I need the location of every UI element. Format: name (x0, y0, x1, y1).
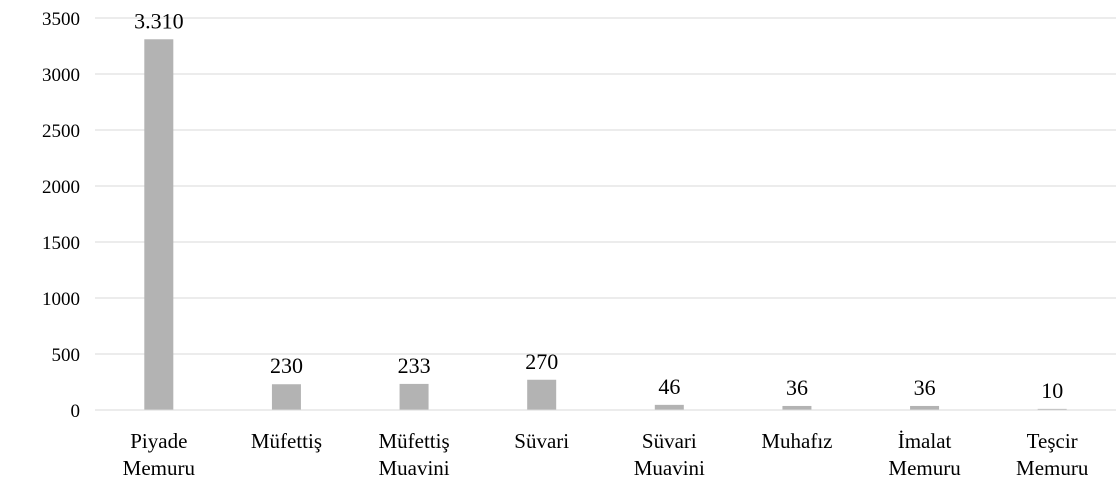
y-tick-label: 2000 (42, 177, 80, 198)
x-category-label: Müfettiş (251, 429, 322, 453)
y-tick-label: 3000 (42, 65, 80, 86)
y-axis-tick-labels: 0 500 1000 1500 2000 2500 3000 3500 (42, 9, 80, 422)
x-category-label: Süvari (514, 429, 569, 453)
data-label: 233 (398, 353, 431, 378)
bar (144, 39, 174, 410)
data-label: 270 (525, 349, 558, 374)
bar (782, 405, 812, 410)
bar (271, 384, 301, 410)
y-tick-label: 3500 (42, 9, 80, 30)
x-category-label: Müfettiş Muavini (378, 429, 449, 480)
x-category-label: Teşcir Memuru (1016, 429, 1089, 480)
bars (144, 39, 1067, 410)
x-category-label: Süvari Muavini (634, 429, 705, 480)
bar (1037, 408, 1067, 410)
bar (527, 379, 557, 410)
data-label: 3.310 (134, 8, 184, 33)
x-category-label: Muhafız (761, 429, 832, 453)
category-labels: Piyade Memuru Müfettiş Müfettiş Muavini Süvar… (123, 429, 1089, 480)
data-label: 10 (1041, 378, 1063, 403)
data-label: 46 (658, 374, 680, 399)
bar (654, 404, 684, 410)
y-tick-label: 2500 (42, 121, 80, 142)
x-category-label: İmalat Memuru (888, 429, 961, 480)
bar (399, 383, 429, 410)
bar (910, 405, 940, 410)
y-tick-label: 1000 (42, 289, 80, 310)
x-category-label: Piyade Memuru (123, 429, 196, 480)
data-label: 230 (270, 353, 303, 378)
data-label: 36 (786, 375, 808, 400)
y-tick-label: 1500 (42, 233, 80, 254)
y-tick-label: 0 (71, 401, 81, 422)
data-label: 36 (914, 375, 936, 400)
y-tick-label: 500 (52, 345, 81, 366)
data-labels: 3.310 230 233 270 46 36 36 10 (134, 8, 1063, 403)
gridlines (95, 17, 1116, 355)
